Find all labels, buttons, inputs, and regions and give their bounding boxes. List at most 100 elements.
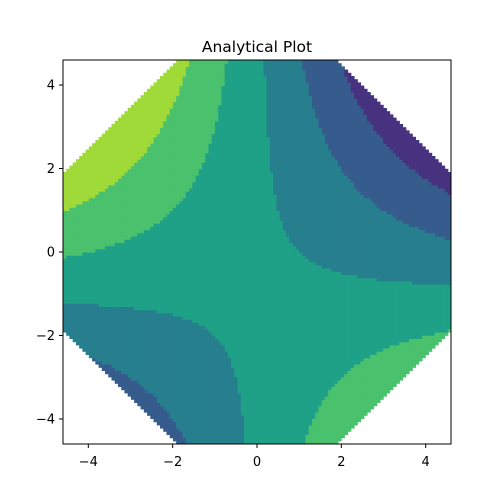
contour-cell bbox=[202, 296, 206, 301]
contour-cell bbox=[153, 207, 158, 211]
contour-cell bbox=[150, 178, 155, 183]
contour-cell bbox=[79, 341, 83, 346]
contour-cell bbox=[172, 184, 177, 189]
contour-cell bbox=[79, 229, 83, 234]
contour-cell bbox=[198, 76, 203, 80]
contour-cell bbox=[195, 386, 200, 391]
contour-cell bbox=[82, 293, 87, 298]
contour-cell bbox=[134, 130, 138, 135]
contour-cell bbox=[176, 399, 180, 403]
contour-cell bbox=[124, 248, 129, 253]
contour-cell bbox=[185, 396, 190, 400]
contour-cell bbox=[108, 271, 113, 275]
contour-cell bbox=[218, 290, 223, 295]
contour-cell bbox=[189, 168, 193, 173]
contour-cell bbox=[221, 280, 226, 285]
contour-cell bbox=[192, 184, 197, 189]
contour-cell bbox=[221, 101, 226, 106]
contour-cell bbox=[156, 354, 161, 359]
contour-cell bbox=[179, 380, 184, 384]
contour-cell bbox=[66, 258, 71, 263]
contour-cell bbox=[172, 197, 177, 202]
contour-cell bbox=[205, 104, 210, 109]
contour-cell bbox=[176, 197, 180, 202]
contour-cell bbox=[140, 341, 145, 346]
contour-cell bbox=[127, 181, 132, 186]
contour-cell bbox=[198, 181, 203, 186]
contour-cell bbox=[202, 405, 206, 410]
contour-cell bbox=[182, 248, 187, 253]
contour-cell bbox=[130, 319, 135, 323]
contour-cell bbox=[101, 133, 106, 138]
contour-cell bbox=[179, 325, 184, 330]
contour-cell bbox=[192, 207, 197, 211]
contour-cell bbox=[101, 229, 106, 234]
contour-cell bbox=[169, 130, 174, 135]
contour-cell bbox=[208, 367, 213, 371]
contour-cell bbox=[114, 367, 119, 371]
contour-cell bbox=[105, 194, 109, 199]
contour-cell bbox=[214, 220, 219, 224]
contour-cell bbox=[75, 248, 80, 253]
contour-cell bbox=[117, 370, 122, 375]
contour-cell bbox=[176, 82, 180, 87]
contour-fill-layer bbox=[63, 60, 451, 444]
contour-cell bbox=[117, 204, 122, 208]
contour-cell bbox=[195, 124, 200, 128]
contour-cell bbox=[176, 226, 180, 231]
contour-cell bbox=[198, 130, 203, 135]
contour-cell bbox=[117, 383, 122, 387]
contour-cell bbox=[108, 213, 113, 218]
contour-cell bbox=[169, 389, 174, 394]
contour-cell bbox=[121, 117, 126, 122]
contour-cell bbox=[179, 437, 184, 442]
contour-cell bbox=[101, 200, 106, 205]
contour-cell bbox=[205, 111, 210, 115]
contour-cell bbox=[85, 191, 90, 195]
contour-cell bbox=[111, 133, 116, 138]
contour-cell bbox=[214, 63, 219, 67]
contour-cell bbox=[98, 296, 103, 301]
contour-cell bbox=[208, 178, 213, 183]
contour-cell bbox=[185, 120, 190, 125]
contour-cell bbox=[95, 152, 100, 157]
contour-cell bbox=[130, 120, 135, 125]
contour-cell bbox=[211, 312, 216, 317]
contour-cell bbox=[163, 328, 168, 333]
contour-cell bbox=[163, 111, 168, 115]
contour-cell bbox=[82, 274, 87, 279]
contour-cell bbox=[163, 226, 168, 231]
contour-cell bbox=[224, 261, 229, 266]
contour-cell bbox=[160, 236, 164, 240]
contour-cell bbox=[124, 239, 129, 243]
contour-cell bbox=[224, 290, 229, 295]
contour-cell bbox=[182, 191, 187, 195]
contour-cell bbox=[111, 184, 116, 189]
contour-cell bbox=[185, 440, 190, 444]
contour-cell bbox=[98, 162, 103, 167]
contour-cell bbox=[211, 440, 216, 444]
contour-cell bbox=[227, 255, 232, 259]
contour-cell bbox=[85, 232, 90, 237]
contour-cell bbox=[208, 72, 213, 77]
contour-cell bbox=[179, 204, 184, 208]
contour-cell bbox=[176, 63, 180, 67]
contour-cell bbox=[114, 159, 119, 163]
contour-cell bbox=[95, 287, 100, 291]
contour-cell bbox=[150, 140, 155, 144]
contour-cell bbox=[121, 229, 126, 234]
contour-cell bbox=[88, 271, 93, 275]
contour-cell bbox=[205, 200, 210, 205]
contour-cell bbox=[166, 319, 171, 323]
contour-cell bbox=[182, 114, 187, 119]
contour-cell bbox=[69, 264, 74, 269]
contour-cell bbox=[130, 159, 135, 163]
contour-cell bbox=[137, 293, 142, 298]
contour-cell bbox=[166, 133, 171, 138]
contour-cell bbox=[85, 181, 90, 186]
contour-cell bbox=[150, 287, 155, 291]
contour-cell bbox=[137, 127, 142, 131]
contour-cell bbox=[69, 284, 74, 288]
contour-cell bbox=[98, 287, 103, 291]
contour-cell bbox=[124, 380, 129, 384]
